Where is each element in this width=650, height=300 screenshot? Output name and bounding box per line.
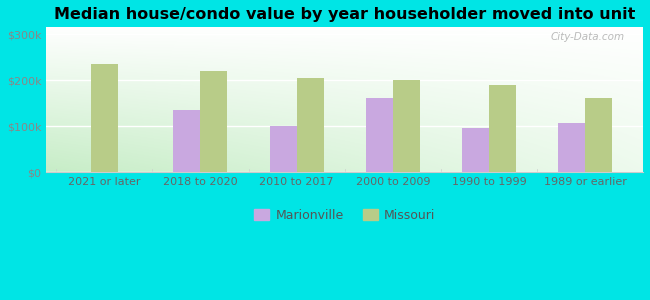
Bar	[393, 80, 420, 172]
Bar	[270, 126, 296, 172]
Bar	[489, 85, 516, 172]
Bar	[296, 78, 324, 172]
Bar	[558, 123, 585, 172]
Bar	[91, 64, 118, 172]
Legend: Marionville, Missouri: Marionville, Missouri	[250, 204, 440, 227]
Bar	[585, 98, 612, 172]
Bar	[200, 71, 227, 172]
Title: Median house/condo value by year householder moved into unit: Median house/condo value by year househo…	[54, 7, 636, 22]
Bar	[366, 98, 393, 172]
Bar	[462, 128, 489, 172]
Bar	[174, 110, 200, 172]
Text: City-Data.com: City-Data.com	[551, 32, 625, 42]
